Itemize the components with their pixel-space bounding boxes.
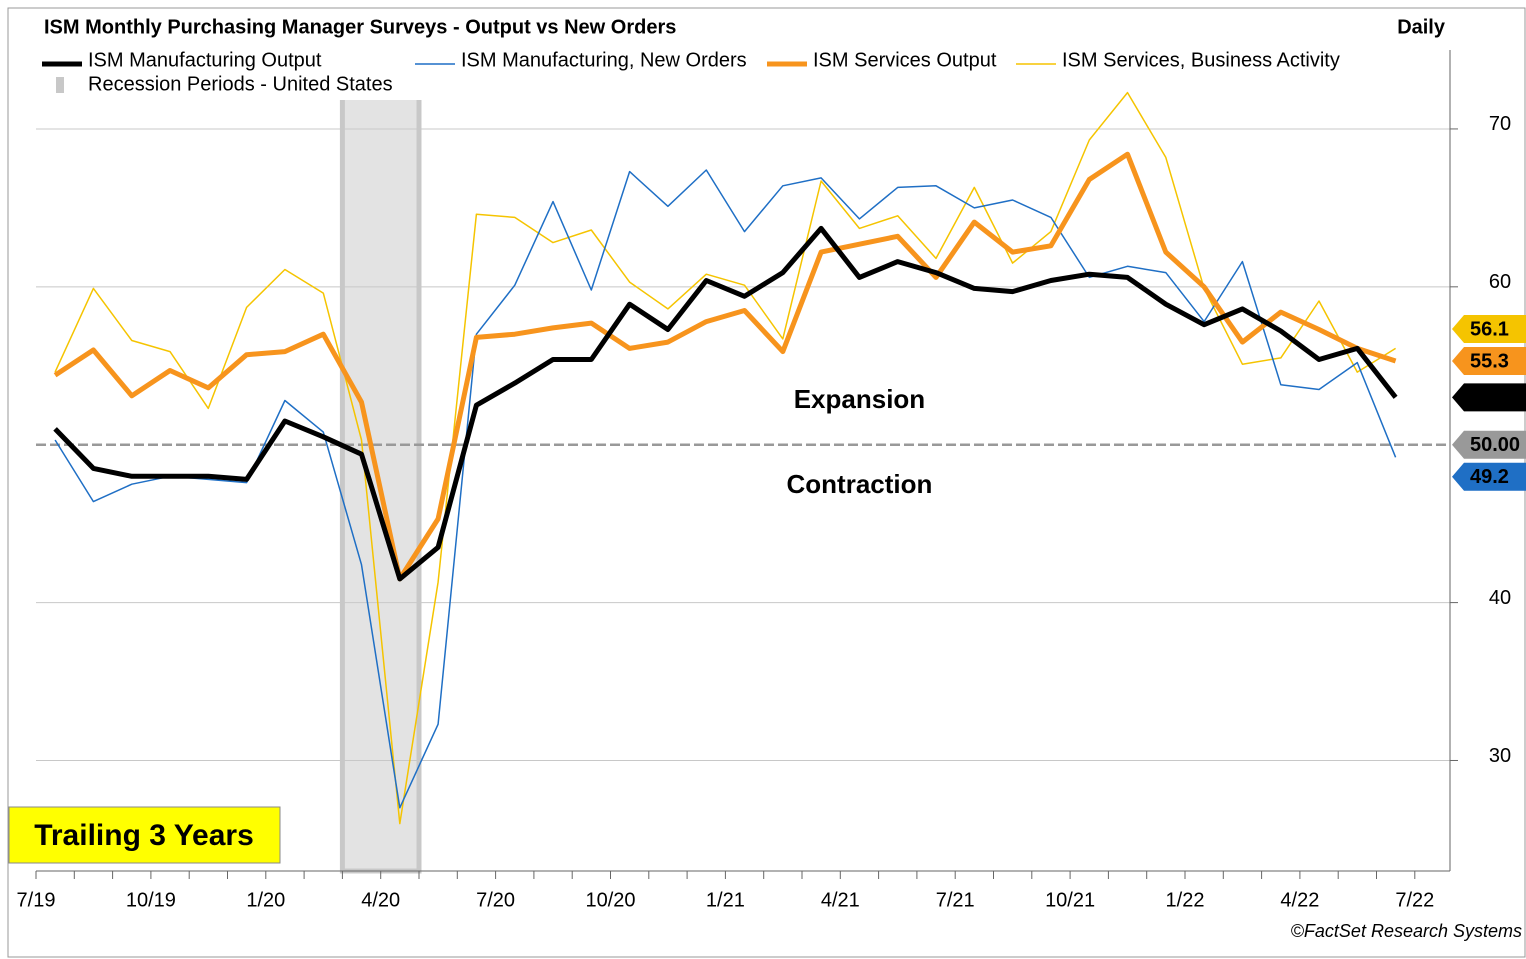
badge-box <box>8 806 281 864</box>
end-tag-label: 49.2 <box>1470 466 1509 488</box>
x-tick-label: 7/20 <box>476 889 515 911</box>
legend-label: ISM Manufacturing Output <box>88 49 322 71</box>
end-tag <box>1452 462 1526 491</box>
series-line <box>53 151 1397 582</box>
annotation: Expansion <box>794 384 925 414</box>
series-line <box>54 169 1397 809</box>
y-tick-label: 40 <box>1489 587 1511 609</box>
end-tag-label: 56.1 <box>1470 318 1509 340</box>
x-tick-label: 4/20 <box>361 889 400 911</box>
x-tick-label: 7/19 <box>17 889 56 911</box>
frame <box>7 7 1526 958</box>
legend-bg <box>36 72 426 100</box>
x-tick-label: 7/22 <box>1395 889 1434 911</box>
x-tick-label: 1/20 <box>246 889 285 911</box>
series-line <box>53 225 1398 582</box>
end-tag-label: 55.3 <box>1470 350 1509 372</box>
legend-label: ISM Services, Business Activity <box>1062 49 1340 71</box>
x-tick-label: 4/21 <box>821 889 860 911</box>
legend: ISM Manufacturing Output ISM Manufacturin… <box>36 45 1426 100</box>
badge: Trailing 3 Years <box>34 819 254 852</box>
end-tag <box>1452 347 1526 376</box>
recession-band <box>339 47 422 874</box>
legend-label: Recession Periods - United States <box>88 73 393 95</box>
end-tag <box>1452 430 1526 459</box>
series-line <box>54 91 1396 825</box>
x-tick-label: 4/22 <box>1280 889 1319 911</box>
x-tick-label: 1/21 <box>706 889 745 911</box>
x-tick-label: 10/21 <box>1045 889 1095 911</box>
y-tick-label: 60 <box>1489 271 1511 293</box>
x-tick-label: 10/20 <box>585 889 635 911</box>
plot: 30 40 60 70 7/19 10/19 1/20 4/20 7/20 10/20 1/21 4/… <box>17 47 1526 911</box>
legend-bg <box>36 45 1426 75</box>
end-tag-label: 50.00 <box>1470 434 1520 456</box>
y-tick-label: 30 <box>1489 745 1511 767</box>
x-tick-label: 7/21 <box>936 889 975 911</box>
end-tag-label: 53.0 <box>1470 387 1509 409</box>
legend-label: ISM Services Output <box>813 49 997 71</box>
source: ©FactSet Research Systems <box>1291 921 1522 941</box>
legend-label: ISM Manufacturing, New Orders <box>461 49 747 71</box>
annotation: Contraction <box>787 469 933 499</box>
end-tag <box>1452 315 1526 344</box>
x-tick-label: 1/22 <box>1166 889 1205 911</box>
chart-title: ISM Monthly Purchasing Manager Surveys -… <box>44 16 676 38</box>
legend-swatch <box>56 77 64 93</box>
frequency: Daily <box>1397 16 1446 38</box>
end-tag <box>1452 383 1526 412</box>
y-tick-label: 70 <box>1489 113 1511 135</box>
x-tick-label: 10/19 <box>126 889 176 911</box>
